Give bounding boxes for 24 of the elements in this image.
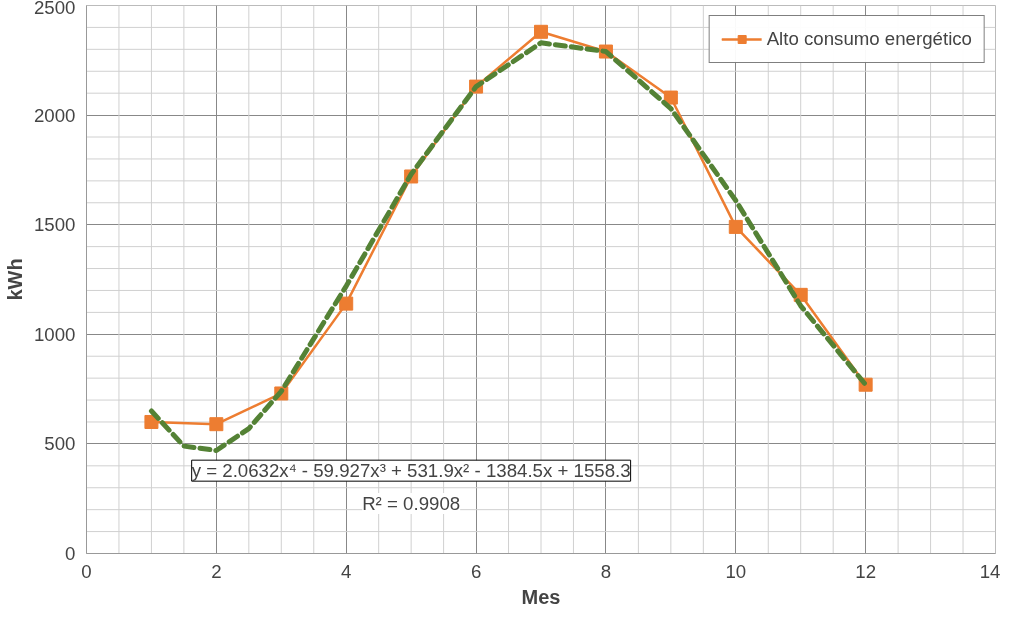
- x-tick-label: 10: [725, 560, 747, 582]
- point: [339, 296, 354, 311]
- point: [663, 90, 678, 105]
- y-tick-label: 500: [44, 433, 76, 455]
- annotation: R² = 0.9908: [362, 493, 461, 515]
- point: [728, 219, 743, 234]
- y-axis-title: kWh: [4, 258, 26, 301]
- y-tick-label: 0: [65, 543, 76, 564]
- x-tick-label: 4: [341, 560, 352, 582]
- x-axis-title: Mes: [521, 585, 561, 608]
- annotation: y = 2.0632x⁴ - 59.927x³ + 531.9x² - 1384.5x + 1558.3: [191, 460, 631, 482]
- x-tick-label: 12: [855, 560, 877, 582]
- point: [209, 417, 224, 432]
- x-tick-label: 0: [81, 560, 92, 582]
- point: [534, 24, 548, 39]
- y-tick-label: 1500: [34, 214, 76, 236]
- y-tick-label: 2000: [34, 104, 76, 126]
- y-tick-label: 2500: [34, 0, 76, 18]
- x-tick-label: 14: [979, 560, 1001, 582]
- y-tick-label: 1000: [34, 323, 76, 345]
- x-tick-label: 2: [211, 560, 222, 582]
- x-tick-label: 8: [600, 560, 612, 582]
- legend-label: Alto consumo energético: [766, 28, 972, 50]
- x-tick-label: 6: [470, 560, 482, 582]
